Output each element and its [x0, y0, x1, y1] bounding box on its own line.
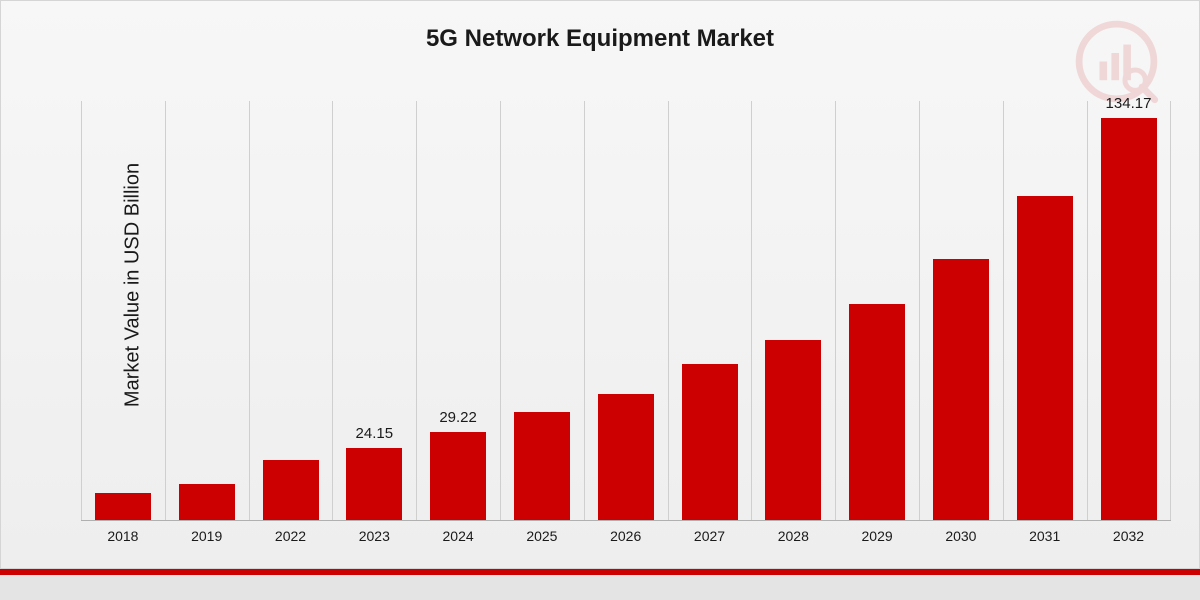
gridline [1087, 101, 1088, 520]
bar [95, 493, 151, 520]
gridline [584, 101, 585, 520]
x-tick-label: 2023 [359, 528, 390, 544]
x-tick-label: 2024 [443, 528, 474, 544]
gridline [1003, 101, 1004, 520]
plot-area: 20182019202224.15202329.2220242025202620… [81, 101, 1171, 521]
gridline [249, 101, 250, 520]
bar [346, 448, 402, 520]
gridline [1170, 101, 1171, 520]
bar [179, 484, 235, 520]
footer-band [0, 569, 1200, 600]
x-tick-label: 2025 [526, 528, 557, 544]
gridline [81, 101, 82, 520]
gridline [668, 101, 669, 520]
bar-value-label: 29.22 [418, 409, 498, 426]
bar [765, 340, 821, 520]
gridline [500, 101, 501, 520]
x-tick-label: 2032 [1113, 528, 1144, 544]
bar [263, 460, 319, 520]
gridline [751, 101, 752, 520]
x-tick-label: 2031 [1029, 528, 1060, 544]
x-tick-label: 2018 [107, 528, 138, 544]
gridline [332, 101, 333, 520]
x-tick-label: 2028 [778, 528, 809, 544]
bar [682, 364, 738, 520]
bar [514, 412, 570, 520]
x-tick-label: 2027 [694, 528, 725, 544]
watermark-icon [1074, 19, 1159, 104]
bar [933, 259, 989, 520]
x-tick-label: 2019 [191, 528, 222, 544]
bar [1017, 196, 1073, 520]
x-tick-label: 2026 [610, 528, 641, 544]
gridline [416, 101, 417, 520]
x-tick-label: 2029 [862, 528, 893, 544]
bar [430, 432, 486, 520]
bar [598, 394, 654, 520]
x-tick-label: 2022 [275, 528, 306, 544]
chart-background: 5G Network Equipment Market Market Value… [0, 0, 1200, 569]
bar-value-label: 134.17 [1089, 95, 1169, 112]
bar [1101, 118, 1157, 521]
gridline [165, 101, 166, 520]
x-tick-label: 2030 [945, 528, 976, 544]
gridline [835, 101, 836, 520]
bar-value-label: 24.15 [334, 425, 414, 442]
chart-title: 5G Network Equipment Market [1, 25, 1199, 53]
bar [849, 304, 905, 520]
gridline [919, 101, 920, 520]
